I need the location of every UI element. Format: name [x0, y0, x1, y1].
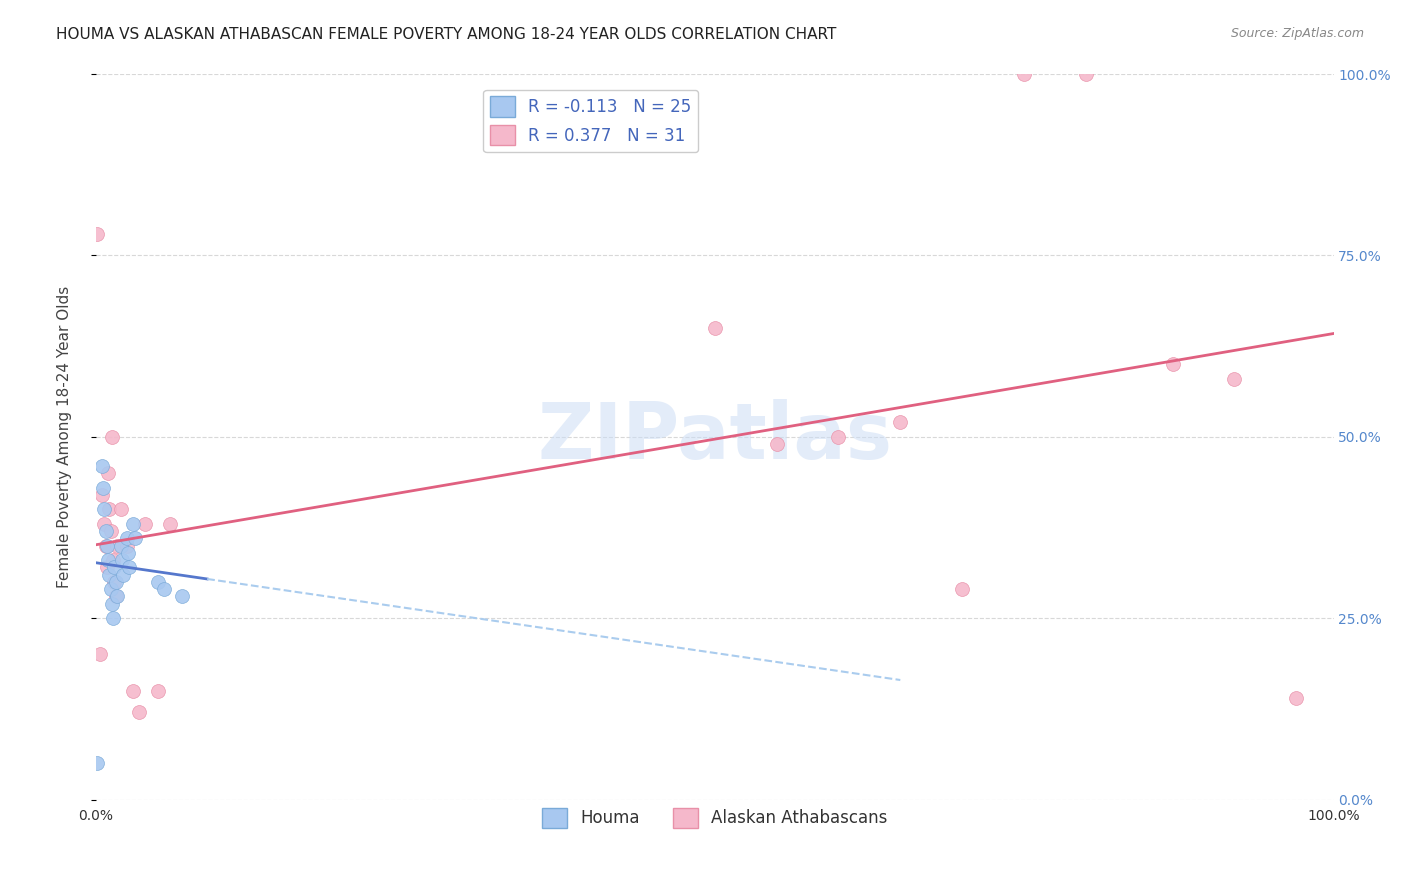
Text: HOUMA VS ALASKAN ATHABASCAN FEMALE POVERTY AMONG 18-24 YEAR OLDS CORRELATION CHA: HOUMA VS ALASKAN ATHABASCAN FEMALE POVER… [56, 27, 837, 42]
Legend: Houma, Alaskan Athabascans: Houma, Alaskan Athabascans [536, 801, 894, 835]
Point [103, 560, 125, 574]
Point [110, 539, 132, 553]
Point [100, 524, 122, 538]
Point [86, 756, 108, 771]
Point [91, 458, 114, 473]
Point [950, 582, 973, 596]
Point [89, 648, 111, 662]
Point [117, 546, 139, 560]
Point [103, 574, 125, 589]
Point [94, 524, 117, 538]
Point [100, 582, 122, 596]
Point [104, 574, 127, 589]
Point [703, 321, 725, 335]
Point [889, 415, 911, 429]
Point [118, 560, 141, 574]
Point [96, 539, 118, 553]
Point [104, 590, 127, 604]
Point [93, 516, 115, 531]
Point [101, 430, 124, 444]
Point [128, 706, 150, 720]
Point [122, 516, 145, 531]
Point [96, 560, 118, 574]
Point [101, 611, 124, 625]
Point [1161, 357, 1184, 371]
Point [1223, 372, 1246, 386]
Point [110, 502, 132, 516]
Y-axis label: Female Poverty Among 18-24 Year Olds: Female Poverty Among 18-24 Year Olds [58, 285, 72, 588]
Point [153, 582, 176, 596]
Point [134, 516, 156, 531]
Point [94, 539, 117, 553]
Point [111, 567, 134, 582]
Point [97, 553, 120, 567]
Point [827, 430, 849, 444]
Point [115, 539, 138, 553]
Point [86, 227, 108, 241]
Point [98, 567, 121, 582]
Point [159, 516, 181, 531]
Point [101, 553, 124, 567]
Text: ZIPatlas: ZIPatlas [537, 399, 893, 475]
Point [111, 553, 134, 567]
Point [93, 502, 115, 516]
Text: Source: ZipAtlas.com: Source: ZipAtlas.com [1230, 27, 1364, 40]
Point [146, 574, 169, 589]
Point [91, 481, 114, 495]
Point [101, 597, 124, 611]
Point [97, 466, 120, 480]
Point [146, 683, 169, 698]
Point [1285, 690, 1308, 705]
Point [172, 590, 194, 604]
Point [105, 539, 128, 553]
Point [115, 532, 138, 546]
Point [765, 437, 787, 451]
Point [1012, 67, 1035, 81]
Point [91, 488, 114, 502]
Point [98, 502, 121, 516]
Point [124, 532, 146, 546]
Point [122, 683, 145, 698]
Point [105, 590, 128, 604]
Point [1074, 67, 1097, 81]
